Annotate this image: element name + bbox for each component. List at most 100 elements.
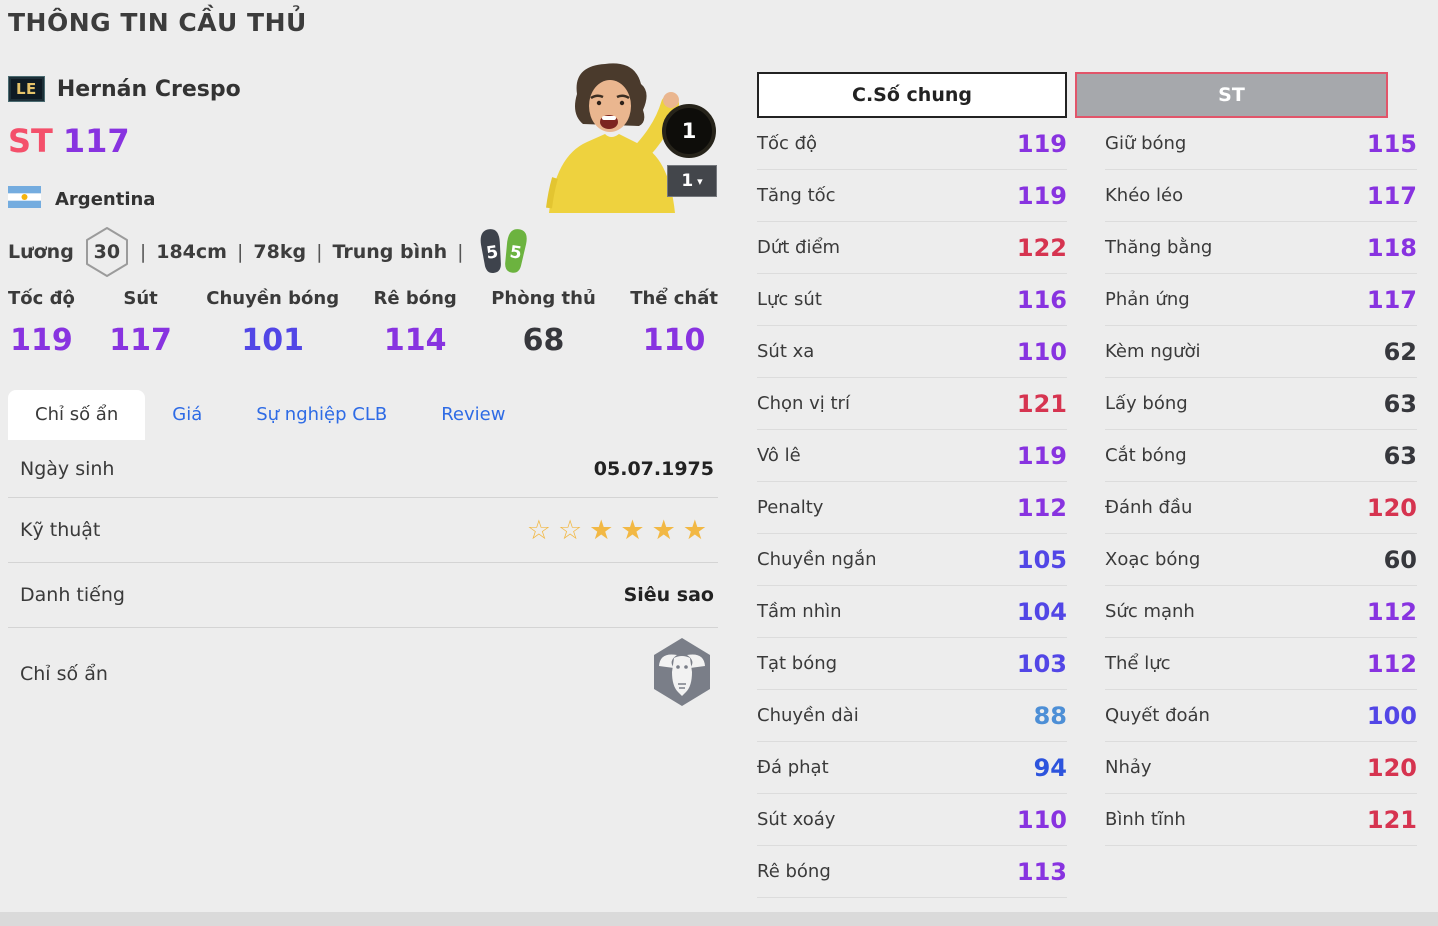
main-stat-value: 68: [522, 323, 565, 358]
stat-label: Thăng bằng: [1105, 237, 1213, 258]
player-name: Hernán Crespo: [56, 76, 241, 102]
row-label: Chỉ số ẩn: [20, 663, 108, 685]
player-meta-row: Lương 30 | 184cm | 78kg | Trung bình | 5…: [8, 226, 534, 278]
stat-label: Vô lê: [757, 445, 801, 466]
stat-row: Đá phạt 94: [757, 742, 1067, 794]
tab-0[interactable]: Chỉ số ẩn: [8, 390, 146, 440]
svg-text:5: 5: [508, 242, 523, 263]
stat-row: Kèm người 62: [1105, 326, 1417, 378]
stat-row: Sức mạnh 112: [1105, 586, 1417, 638]
salary-value: 30: [93, 241, 121, 263]
stat-value: 120: [1366, 493, 1417, 522]
le-badge: LE: [8, 76, 45, 102]
main-stat-value: 117: [109, 323, 172, 358]
tab-1[interactable]: Giá: [172, 404, 203, 425]
general-stats-list: Tốc độ 119 Tăng tốc 119 Dứt điểm 122 Lực…: [757, 118, 1067, 898]
stat-value: 94: [1033, 753, 1067, 782]
stat-row: Tầm nhìn 104: [757, 586, 1067, 638]
reputation-value: Siêu sao: [623, 584, 714, 606]
argentina-flag-icon: [8, 186, 41, 212]
stat-label: Sút xoáy: [757, 809, 836, 830]
panel-button-general-stats[interactable]: C.Số chung: [757, 72, 1067, 118]
salary-hexagon: 30: [84, 226, 130, 278]
level-select-dropdown[interactable]: 1 ▾: [667, 165, 717, 197]
stat-value: 112: [1366, 649, 1417, 678]
table-row-birthdate: Ngày sinh 05.07.1975: [8, 440, 718, 498]
stat-value: 117: [1366, 285, 1417, 314]
stat-row: Sút xoáy 110: [757, 794, 1067, 846]
main-stat: Thể chất 110: [630, 288, 718, 358]
birthdate-value: 05.07.1975: [593, 457, 714, 480]
stat-value: 112: [1016, 493, 1067, 522]
stat-value: 63: [1383, 441, 1417, 470]
stat-value: 117: [1366, 181, 1417, 210]
stat-value: 116: [1016, 285, 1067, 314]
stat-value: 103: [1016, 649, 1067, 678]
level-badge[interactable]: 1: [662, 104, 716, 158]
stat-label: Giữ bóng: [1105, 133, 1187, 154]
stat-row: Tăng tốc 119: [757, 170, 1067, 222]
stat-value: 121: [1016, 389, 1067, 418]
tab-2[interactable]: Sự nghiệp CLB: [256, 404, 388, 425]
separator: |: [139, 241, 147, 263]
stat-value: 100: [1366, 701, 1417, 730]
stat-label: Rê bóng: [757, 861, 831, 882]
stat-row: Giữ bóng 115: [1105, 118, 1417, 170]
stat-value: 60: [1383, 545, 1417, 574]
stat-value: 105: [1016, 545, 1067, 574]
strong-foot-icon: 5: [504, 229, 527, 273]
stat-row: Cắt bóng 63: [1105, 430, 1417, 482]
stat-row: Rê bóng 113: [757, 846, 1067, 898]
position-ovr: ST 117: [8, 122, 130, 160]
level-select-value: 1: [681, 171, 694, 191]
stat-row: Chuyền ngắn 105: [757, 534, 1067, 586]
stat-value: 119: [1016, 441, 1067, 470]
body-type-value: Trung bình: [332, 241, 448, 263]
stat-row: Quyết đoán 100: [1105, 690, 1417, 742]
tab-3[interactable]: Review: [441, 404, 506, 425]
stat-value: 118: [1366, 233, 1417, 262]
stat-row: Thăng bằng 118: [1105, 222, 1417, 274]
stat-row: Vô lê 119: [757, 430, 1067, 482]
stat-row: Phản ứng 117: [1105, 274, 1417, 326]
stat-value: 122: [1016, 233, 1067, 262]
stat-row: Thể lực 112: [1105, 638, 1417, 690]
stat-label: Tăng tốc: [757, 185, 836, 206]
main-stat-value: 114: [383, 323, 447, 358]
stat-label: Tốc độ: [757, 133, 818, 154]
stat-label: Chuyền ngắn: [757, 549, 877, 570]
stat-label: Lực sút: [757, 289, 822, 310]
stat-value: 112: [1366, 597, 1417, 626]
stat-label: Tầm nhìn: [757, 601, 842, 622]
stat-label: Chọn vị trí: [757, 393, 850, 414]
stat-row: Chuyền dài 88: [757, 690, 1067, 742]
stat-row: Chọn vị trí 121: [757, 378, 1067, 430]
stat-label: Nhảy: [1105, 757, 1152, 778]
height-value: 184cm: [156, 241, 227, 263]
stat-row: Tốc độ 119: [757, 118, 1067, 170]
stat-row: Tạt bóng 103: [757, 638, 1067, 690]
panel-button-position-st[interactable]: ST: [1075, 72, 1388, 118]
svg-text:5: 5: [485, 242, 500, 263]
stat-row: Nhảy 120: [1105, 742, 1417, 794]
foot-rating-icons: 5 5: [476, 227, 534, 277]
position-label: ST: [8, 122, 53, 160]
main-stat-value: 101: [241, 323, 304, 358]
main-stat-label: Chuyền bóng: [206, 288, 340, 309]
stat-value: 110: [1016, 805, 1067, 834]
horizontal-scrollbar[interactable]: [0, 912, 1438, 926]
weak-foot-icon: 5: [480, 229, 501, 274]
stat-value: 113: [1016, 857, 1067, 886]
main-stat-label: Phòng thủ: [491, 288, 596, 309]
stat-label: Bình tĩnh: [1105, 809, 1186, 830]
row-label: Kỹ thuật: [20, 519, 101, 541]
player-name-row: LE Hernán Crespo: [8, 76, 241, 102]
stat-value: 104: [1016, 597, 1067, 626]
stat-value: 110: [1016, 337, 1067, 366]
main-stat-value: 110: [642, 323, 706, 358]
stat-label: Chuyền dài: [757, 705, 859, 726]
nation-row: Argentina: [8, 186, 155, 212]
stat-value: 121: [1366, 805, 1417, 834]
main-stat: Rê bóng 114: [374, 288, 457, 358]
